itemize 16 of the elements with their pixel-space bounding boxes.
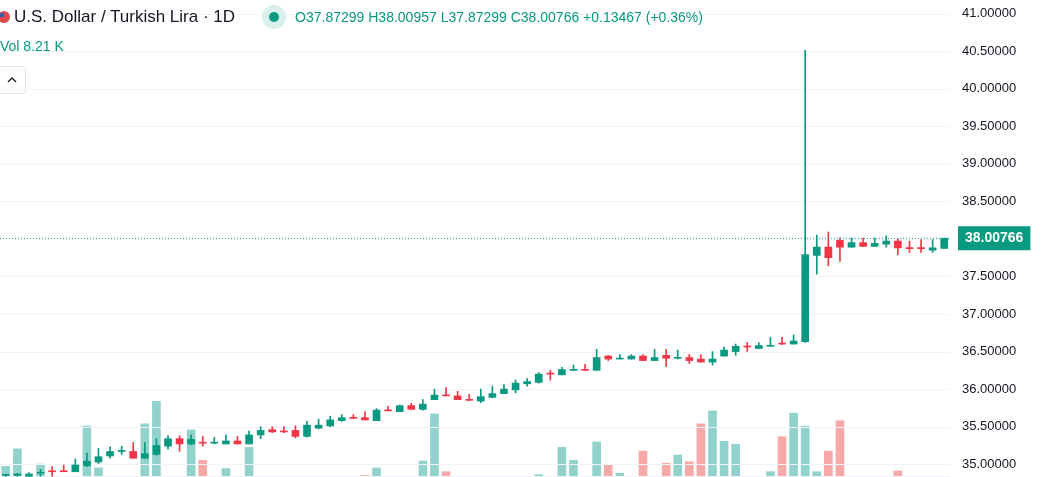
y-tick-label: 39.50000 — [962, 117, 1017, 133]
y-tick-label: 39.00000 — [962, 155, 1017, 171]
chart-subtitle: O37.87299 H38.00957 L37.87299 C38.00766 +0.13467 (+0.36%) — [295, 9, 703, 25]
annotation: Vol 8.21 K — [0, 38, 64, 54]
y-tick-label: 38.50000 — [962, 192, 1017, 208]
y-tick-label: 36.00000 — [962, 380, 1017, 396]
y-tick-label: 40.50000 — [962, 42, 1017, 58]
y-tick-label: 36.50000 — [962, 343, 1017, 359]
y-tick-label: 40.00000 — [962, 80, 1017, 96]
ref-line-label: 38.00766 — [965, 229, 1024, 246]
chart-title: U.S. Dollar / Turkish Lira · 1D — [14, 7, 236, 27]
y-tick-label: 35.50000 — [962, 418, 1017, 434]
y-tick-label: 35.00000 — [962, 455, 1017, 471]
y-tick-label: 37.50000 — [962, 268, 1017, 283]
y-tick-label: 41.00000 — [962, 5, 1017, 21]
y-tick-label: 37.00000 — [962, 305, 1017, 321]
